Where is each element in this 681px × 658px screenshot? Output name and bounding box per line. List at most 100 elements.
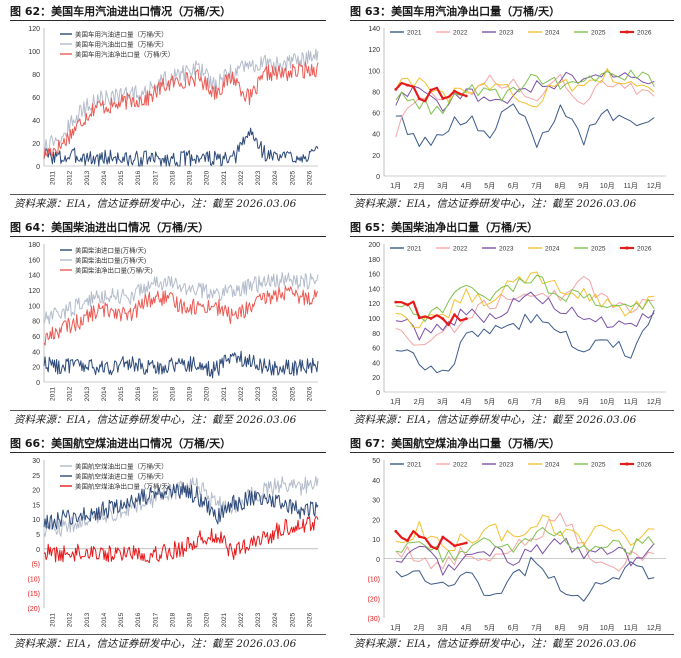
legend-label: 2026 xyxy=(637,246,652,253)
legend-label: 2023 xyxy=(499,462,514,469)
legend-label: 2021 xyxy=(407,462,422,469)
x-tick-label: 2011 xyxy=(50,613,57,627)
y-tick-label: 0 xyxy=(36,547,40,554)
legend-marker xyxy=(625,462,629,466)
x-tick-label: 2025 xyxy=(289,386,296,401)
x-tick-label: 2013 xyxy=(84,612,91,627)
series-marker xyxy=(417,316,421,320)
x-tick-label: 12月 xyxy=(647,182,662,190)
figure-title: 图 63：美国车用汽油净出口量（万桶/天） xyxy=(350,5,561,18)
x-tick-label: 2026 xyxy=(306,386,313,401)
series-line xyxy=(395,556,655,602)
legend-label: 美国车用汽油进口量（万桶/天） xyxy=(75,30,168,39)
x-tick-label: 6月 xyxy=(508,398,519,406)
x-tick-label: 2017 xyxy=(152,386,159,401)
y-tick-label: 120 xyxy=(368,47,380,54)
legend-label: 2022 xyxy=(453,246,468,253)
y-tick-label: 40 xyxy=(32,349,40,356)
series-line xyxy=(43,350,319,379)
series-line xyxy=(395,103,655,148)
series-marker xyxy=(417,97,421,101)
x-tick-label: 2013 xyxy=(84,386,91,401)
legend-label: 2024 xyxy=(545,246,560,253)
x-tick-label: 1月 xyxy=(390,624,401,632)
x-tick-label: 2025 xyxy=(289,170,296,185)
series-line xyxy=(43,127,319,167)
y-tick-label: 40 xyxy=(32,118,40,125)
y-tick-label: 30 xyxy=(32,458,40,465)
y-tick-label: 60 xyxy=(372,111,380,118)
legend-label: 美国柴油进口量(万桶/天) xyxy=(75,246,146,255)
y-tick-label: 20 xyxy=(32,365,40,372)
y-tick-label: (10) xyxy=(28,576,40,583)
legend-label: 2023 xyxy=(499,246,514,253)
x-tick-label: 2022 xyxy=(238,612,245,627)
series-line xyxy=(395,271,655,329)
series-marker xyxy=(406,303,409,307)
y-tick-label: 200 xyxy=(368,242,380,249)
x-tick-label: 2021 xyxy=(221,386,228,401)
y-tick-label: (30) xyxy=(368,616,380,623)
x-tick-label: 2024 xyxy=(272,170,279,185)
series-marker xyxy=(417,535,421,538)
series-marker xyxy=(464,317,468,321)
x-tick-label: 2018 xyxy=(169,386,176,401)
series-line xyxy=(395,69,655,115)
source-note: 资料来源：EIA，信达证券研发中心，注：截至 2026.03.06 xyxy=(354,638,637,650)
x-tick-label: 3月 xyxy=(437,624,448,632)
x-tick-label: 2025 xyxy=(289,612,296,627)
y-tick-label: 100 xyxy=(28,303,40,310)
x-tick-label: 2月 xyxy=(414,624,425,632)
x-tick-label: 2022 xyxy=(238,170,245,185)
y-tick-label: 100 xyxy=(28,49,40,56)
series-line xyxy=(395,537,655,576)
series-line xyxy=(43,61,319,159)
y-tick-label: 0 xyxy=(376,390,380,397)
x-tick-label: 3月 xyxy=(437,182,448,190)
x-tick-label: 12月 xyxy=(647,624,662,632)
legend-label: 2026 xyxy=(637,30,652,37)
series-line xyxy=(43,516,319,564)
legend-marker xyxy=(625,30,629,34)
figure-title: 图 62：美国车用汽油进出口情况（万桶/天） xyxy=(10,5,232,18)
series-line xyxy=(43,285,319,346)
x-tick-label: 10月 xyxy=(600,398,615,406)
legend-label: 2023 xyxy=(499,30,514,37)
chart-fig-65: 0 20 40 60 80 100 120 140 160 180 200 1月 2月 3月 4月 5月 6月 7… xyxy=(368,242,666,406)
y-tick-label: 120 xyxy=(28,26,40,33)
series-line xyxy=(395,514,655,552)
series-marker xyxy=(453,89,456,93)
x-tick-label: 2月 xyxy=(414,182,425,190)
chart-fig-63: 0 20 40 60 80 100 120 140 1月 2月 3月 4月 5月 6月 7月 8月 9月 10月 1… xyxy=(368,26,666,190)
x-tick-label: 2015 xyxy=(118,170,125,185)
legend-label: 2025 xyxy=(591,30,606,37)
x-tick-label: 6月 xyxy=(508,624,519,632)
x-tick-label: 1月 xyxy=(390,182,401,190)
series-marker xyxy=(394,88,398,91)
series-line xyxy=(395,274,655,322)
series-line xyxy=(43,475,319,537)
x-tick-label: 5月 xyxy=(484,398,495,406)
y-tick-label: 20 xyxy=(372,153,380,160)
chart-fig-62: 0 20 40 60 80 100 120 2011 2012 2013 2014 2015 2016 2… xyxy=(28,26,319,185)
y-tick-label: 80 xyxy=(372,89,380,96)
y-tick-label: 140 xyxy=(28,273,40,280)
y-tick-label: 20 xyxy=(372,375,380,382)
x-tick-label: 9月 xyxy=(578,398,589,406)
y-tick-label: 60 xyxy=(372,346,380,353)
series-marker xyxy=(441,317,445,321)
x-tick-label: 2014 xyxy=(101,170,108,185)
legend-marker xyxy=(625,246,629,250)
series-line xyxy=(395,276,655,346)
y-tick-label: 80 xyxy=(32,72,40,79)
x-tick-label: 2017 xyxy=(152,170,159,185)
x-tick-label: 2月 xyxy=(414,398,425,406)
source-note: 资料来源：EIA，信达证券研发中心，注：截至 2026.03.06 xyxy=(14,638,297,650)
x-tick-label: 10月 xyxy=(600,624,615,632)
y-tick-label: 5 xyxy=(36,532,40,539)
legend-label: 美国车用汽油净出口量（万桶/天） xyxy=(75,50,174,59)
x-tick-label: 8月 xyxy=(555,624,566,632)
series-marker xyxy=(464,541,468,545)
series-marker xyxy=(394,529,398,533)
x-tick-label: 2019 xyxy=(187,170,194,185)
